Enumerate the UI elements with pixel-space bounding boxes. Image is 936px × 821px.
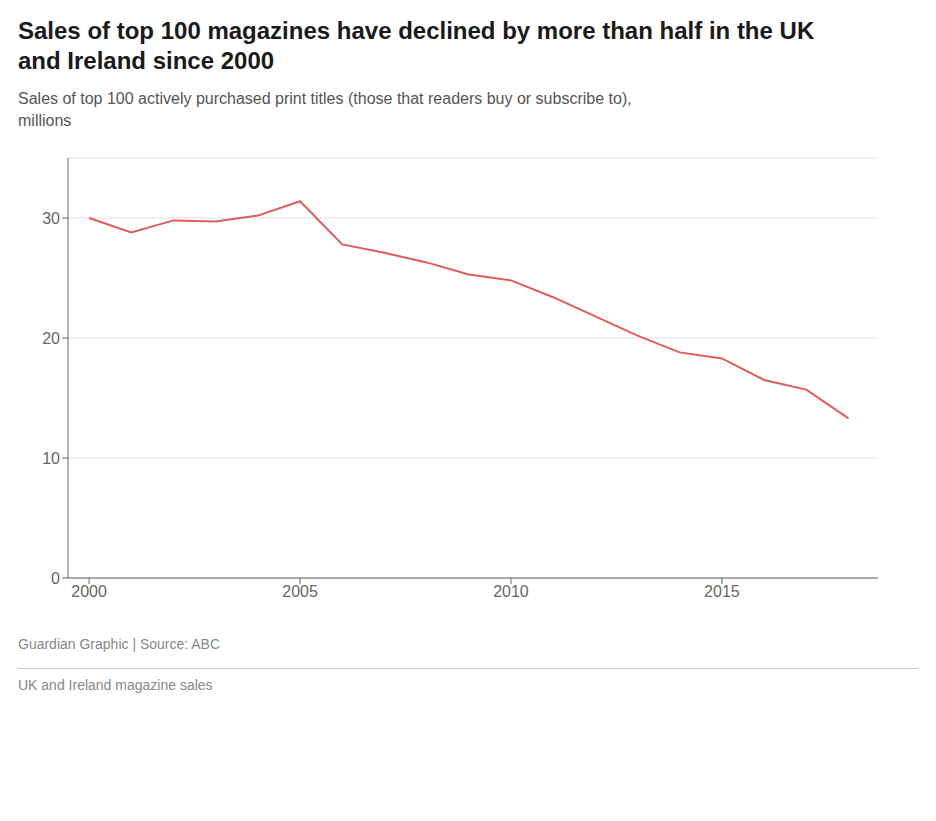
- svg-text:2010: 2010: [493, 583, 529, 600]
- svg-text:2015: 2015: [704, 583, 740, 600]
- html-text:Sales of top 100 actively purc: Sales of top 100 actively purchased prin…: [18, 90, 632, 107]
- html-text:Guardian Graphic | Source: ABC: Guardian Graphic | Source: ABC: [18, 636, 221, 652]
- svg-text:2000: 2000: [71, 583, 107, 600]
- svg-text:30: 30: [42, 210, 60, 227]
- svg-text:0: 0: [51, 570, 60, 587]
- html-text:millions: millions: [18, 112, 72, 129]
- svg-text:20: 20: [42, 330, 60, 347]
- html-text:Sales of top 100 magazines hav: Sales of top 100 magazines have declined…: [18, 17, 815, 44]
- svg-text:10: 10: [42, 450, 60, 467]
- svg-text:2005: 2005: [282, 583, 318, 600]
- html-text:UK and Ireland magazine sales: UK and Ireland magazine sales: [18, 677, 213, 693]
- html-text:and Ireland since 2000: and Ireland since 2000: [18, 47, 275, 74]
